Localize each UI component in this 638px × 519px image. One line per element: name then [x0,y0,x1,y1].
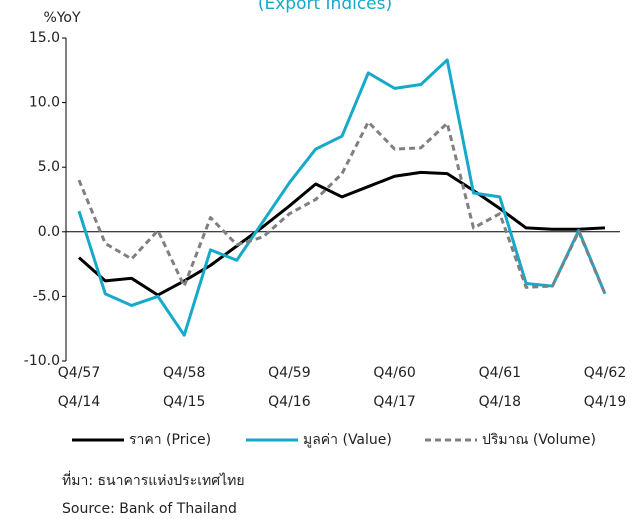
x-tick-label: Q4/18 [479,394,521,410]
y-tick-label: -10.0 [24,353,60,369]
y-axis-label: %YoY [43,10,81,26]
legend-label: มูลค่า (Value) [303,432,392,448]
x-tick-label: Q4/57 [58,365,100,381]
x-tick-label: Q4/19 [584,394,626,410]
y-tick-label: -5.0 [33,288,60,304]
y-tick-label: 5.0 [38,159,60,175]
chart-title: (Export Indices) [258,0,392,14]
x-tick-label: Q4/17 [373,394,415,410]
source-note: Source: Bank of Thailand [62,501,237,517]
x-tick-label: Q4/62 [584,365,626,381]
x-tick-label: Q4/15 [163,394,205,410]
x-tick-label: Q4/16 [268,394,311,410]
x-tick-label: Q4/58 [163,365,205,381]
legend-label: ปริมาณ (Volume) [482,432,596,448]
legend-label: ราคา (Price) [129,432,211,448]
x-tick-label: Q4/61 [479,365,521,381]
source-note: ที่มา: ธนาคารแห่งประเทศไทย [62,471,245,489]
series-line [77,58,607,337]
y-tick-label: 10.0 [29,95,60,111]
y-tick-label: 15.0 [29,30,60,46]
series-line [78,170,606,297]
series-line [77,120,607,295]
x-tick-label: Q4/60 [373,365,415,381]
x-tick-label: Q4/59 [268,365,310,381]
x-tick-label: Q4/14 [58,394,101,410]
y-tick-label: 0.0 [38,224,60,240]
